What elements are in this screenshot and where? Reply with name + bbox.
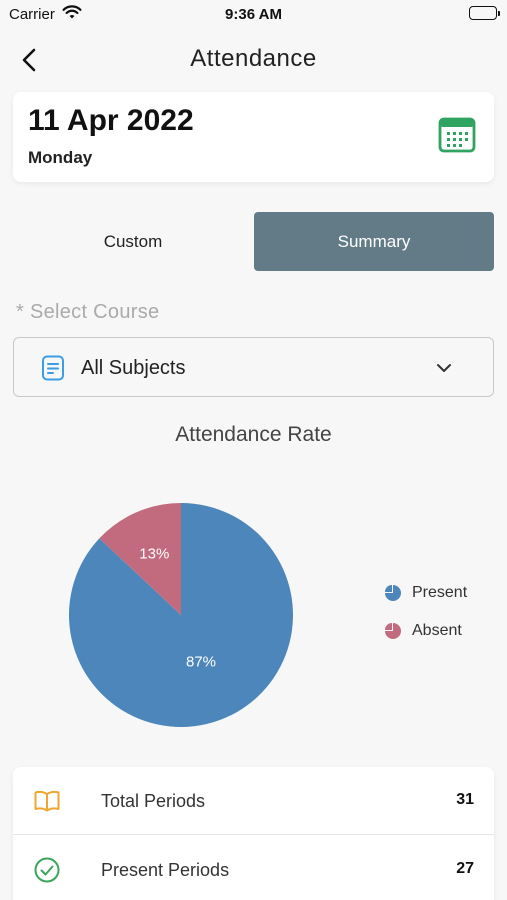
- page-title: Attendance: [190, 45, 317, 72]
- stat-label: Total Periods: [101, 791, 206, 811]
- pie-slice-absent: [99, 503, 181, 615]
- legend-item-present: Present: [384, 574, 467, 612]
- legend-label-present: Present: [412, 584, 468, 601]
- carrier-label: Carrier: [9, 6, 55, 23]
- select-course-label: * Select Course: [16, 301, 160, 323]
- book-icon: [33, 787, 61, 815]
- wifi-icon: [62, 4, 82, 24]
- pie-slice-present: [68, 503, 293, 727]
- date-card: 11 Apr 2022 Monday: [13, 92, 494, 182]
- selected-day: Monday: [28, 148, 93, 167]
- status-time: 9:36 AM: [225, 6, 282, 23]
- stat-row-total-periods: Total Periods 31: [13, 767, 494, 835]
- stats-card: Total Periods 31 Present Periods 27: [13, 767, 494, 900]
- tab-summary[interactable]: Summary: [254, 212, 494, 271]
- stat-row-present-periods: Present Periods 27: [13, 836, 494, 900]
- chart-legend: Present Absent: [384, 574, 467, 650]
- pie-legend-icon: [385, 623, 401, 639]
- back-arrow-icon[interactable]: [14, 44, 44, 76]
- chart-title: Attendance Rate: [175, 423, 332, 446]
- stat-value: 31: [456, 791, 474, 808]
- tab-custom[interactable]: Custom: [103, 231, 163, 251]
- battery-icon: [469, 6, 500, 20]
- chevron-down-icon: [435, 360, 453, 376]
- course-dropdown[interactable]: All Subjects: [13, 337, 494, 397]
- pie-legend-icon: [385, 585, 401, 601]
- document-icon: [41, 355, 65, 381]
- pie-label-absent: 13%: [139, 545, 169, 562]
- legend-label-absent: Absent: [412, 622, 462, 639]
- calendar-icon[interactable]: [438, 116, 476, 154]
- stat-label: Present Periods: [101, 860, 230, 880]
- nav-bar: Attendance: [0, 40, 507, 80]
- status-bar: Carrier 9:36 AM: [0, 0, 507, 28]
- legend-item-absent: Absent: [384, 612, 467, 650]
- attendance-pie-chart: 87% 13%: [68, 503, 293, 727]
- check-circle-icon: [33, 856, 61, 884]
- view-tabs: Custom Summary: [13, 212, 494, 271]
- course-dropdown-value: All Subjects: [81, 357, 186, 379]
- selected-date: 11 Apr 2022: [28, 104, 194, 137]
- pie-label-present: 87%: [186, 653, 216, 670]
- stat-value: 27: [456, 860, 474, 877]
